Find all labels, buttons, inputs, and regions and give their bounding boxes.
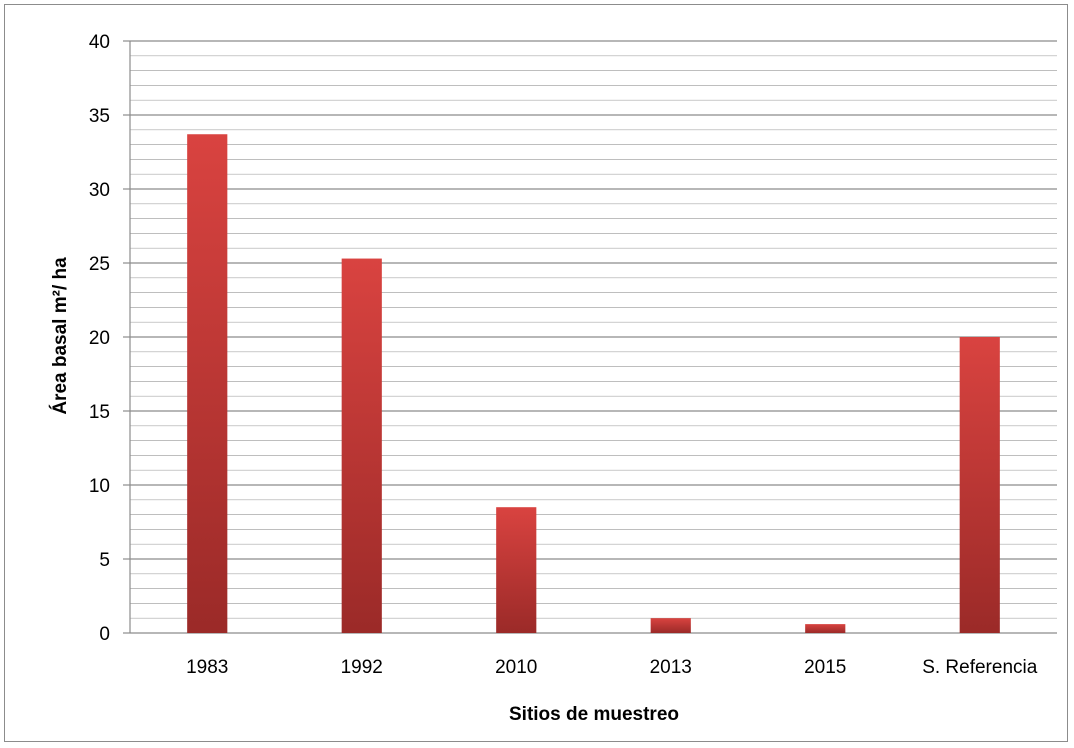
bars	[187, 134, 1000, 634]
x-tick-label: 2015	[804, 657, 846, 678]
x-tick-labels: 1983 1992 2010 2013 2015 S. Referencia	[186, 657, 1038, 678]
y-tick-label: 10	[89, 476, 110, 497]
axes	[123, 40, 1057, 634]
x-tick-label: 2013	[650, 657, 692, 678]
y-tick-labels: 0 5 10 15 20 25 30 35 40	[89, 32, 110, 645]
bar-1983	[187, 134, 228, 634]
y-tick-label: 20	[89, 328, 110, 349]
bar-2013	[650, 618, 691, 633]
bar-s-referencia	[959, 337, 1000, 633]
x-tick-label: 1992	[341, 657, 383, 678]
y-tick-label: 30	[89, 180, 110, 201]
y-tick-label: 35	[89, 106, 110, 127]
y-axis-title: Área basal m²/ ha	[49, 257, 71, 415]
bar-2015	[805, 624, 846, 633]
x-tick-label: 1983	[186, 657, 228, 678]
y-tick-label: 15	[89, 402, 110, 423]
bar-1992	[341, 258, 382, 633]
gridlines	[130, 40, 1057, 619]
y-tick-label: 40	[89, 32, 110, 53]
y-tick-label: 0	[99, 624, 110, 645]
x-tick-label: S. Referencia	[922, 657, 1038, 678]
bar-2010	[496, 507, 537, 633]
y-tick-label: 5	[99, 550, 110, 571]
x-tick-label: 2010	[495, 657, 537, 678]
y-tick-label: 25	[89, 254, 110, 275]
x-axis-title: Sitios de muestreo	[509, 704, 679, 725]
